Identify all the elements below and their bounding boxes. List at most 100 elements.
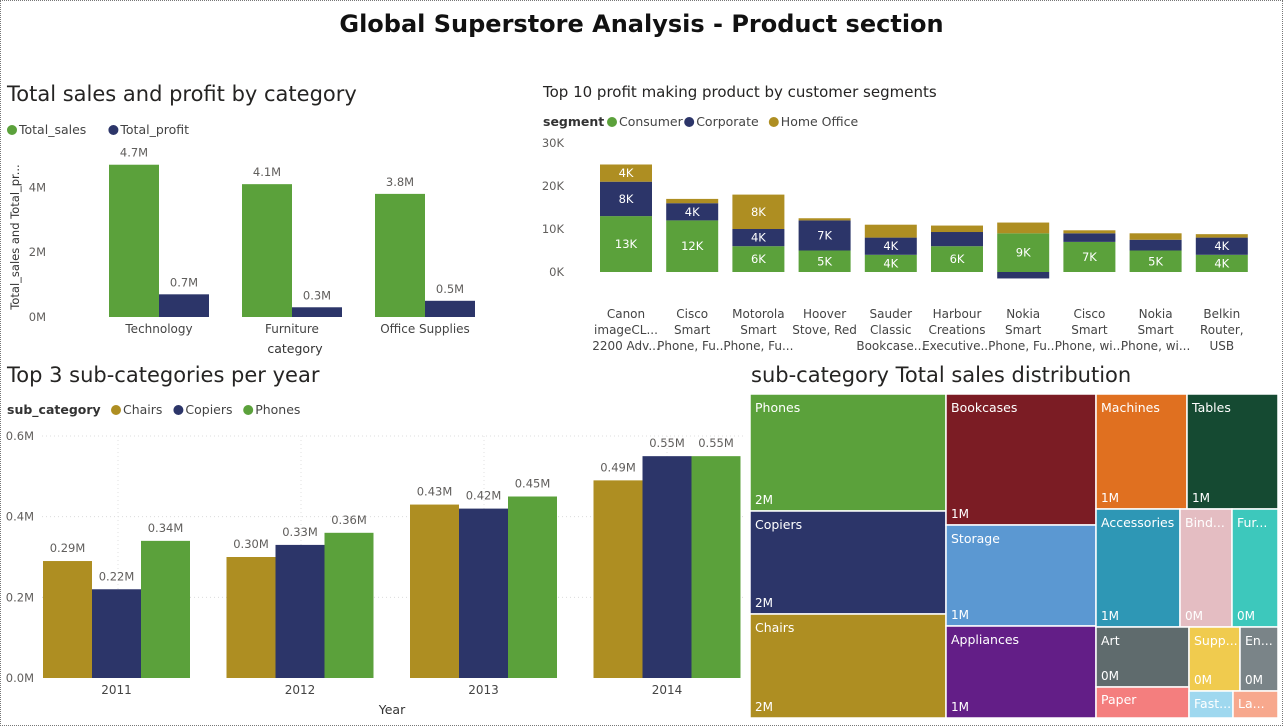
y-tick-label: 20K bbox=[542, 179, 565, 193]
data-label: 0.29M bbox=[50, 541, 86, 555]
y-tick-label: 0.0M bbox=[6, 671, 34, 685]
stacked-bar-segment bbox=[1129, 250, 1182, 272]
treemap-tile-label: En... bbox=[1245, 633, 1273, 648]
bar bbox=[242, 184, 292, 317]
bar bbox=[459, 508, 508, 678]
data-label: 0.34M bbox=[148, 521, 184, 535]
y-tick-label: 2M bbox=[29, 245, 46, 259]
x-tick-label: Phone, Fu... bbox=[723, 339, 793, 353]
data-label: 0.45M bbox=[515, 477, 551, 491]
y-tick-label: 0.4M bbox=[6, 510, 34, 524]
data-label: 4K bbox=[883, 239, 898, 253]
x-axis-label: category bbox=[267, 341, 323, 356]
stacked-bar-segment bbox=[600, 181, 652, 217]
y-tick-label: 30K bbox=[542, 136, 565, 150]
stacked-bar-segment bbox=[931, 246, 983, 272]
treemap-tile bbox=[749, 613, 947, 719]
treemap-tile bbox=[1179, 508, 1233, 628]
data-label: 0.55M bbox=[698, 436, 734, 450]
bar bbox=[593, 480, 643, 678]
treemap-tile-value: 0M bbox=[1101, 669, 1119, 683]
data-label: 0.49M bbox=[600, 460, 636, 474]
top3-chart[interactable]: sub_category Chairs Copiers Phones 0.0M 0.2M 0… bbox=[0, 392, 750, 722]
data-label: 8K bbox=[619, 192, 634, 206]
treemap-tile-label: La... bbox=[1238, 696, 1265, 711]
x-tick-label: Smart bbox=[674, 323, 711, 337]
data-label: 6K bbox=[751, 252, 766, 266]
y-axis-label: Total_sales and Total_pr... bbox=[8, 164, 22, 310]
bar bbox=[508, 496, 557, 678]
x-tick-label: Executive... bbox=[922, 339, 992, 353]
stacked-bar-segment bbox=[1063, 230, 1116, 234]
x-tick-label: Smart bbox=[1005, 323, 1042, 337]
data-label: 0.33M bbox=[282, 525, 318, 539]
treemap-tile-label: Art bbox=[1101, 633, 1120, 648]
stacked-bar-segment bbox=[798, 220, 851, 251]
treemap-tile-label: Fur... bbox=[1237, 515, 1267, 530]
data-label: 4K bbox=[751, 231, 766, 245]
stacked-bar-segment bbox=[1195, 254, 1248, 272]
sales-profit-chart[interactable]: Total_sales Total_profit 0M 2M 4M Total_sales… bbox=[0, 110, 520, 390]
treemap-tile-value: 2M bbox=[755, 700, 773, 714]
treemap-tile-label: Tables bbox=[1191, 400, 1231, 415]
treemap-tile-label: Fast... bbox=[1194, 696, 1231, 711]
data-label: 0.5M bbox=[436, 282, 464, 296]
x-tick-label: 2012 bbox=[285, 683, 316, 697]
stacked-bar-segment bbox=[997, 222, 1050, 234]
top3-title: Top 3 sub-categories per year bbox=[7, 363, 320, 387]
legend-item: Corporate bbox=[696, 114, 759, 129]
treemap-tile-label: Storage bbox=[951, 531, 1000, 546]
data-label: 7K bbox=[1082, 250, 1097, 264]
data-label: 0.3M bbox=[303, 288, 331, 302]
data-label: 4K bbox=[1214, 239, 1229, 253]
stacked-bar-segment bbox=[732, 246, 785, 272]
legend-marker bbox=[768, 117, 779, 127]
treemap-tile-label: Chairs bbox=[755, 620, 794, 635]
x-tick-label: Classic bbox=[870, 323, 912, 337]
x-tick-label: Sauder bbox=[870, 307, 913, 321]
data-label: 0.55M bbox=[649, 436, 685, 450]
treemap-chart[interactable]: Phones 2M Copiers 2M Chairs 2M Bookcases 1M Stor… bbox=[749, 393, 1279, 719]
treemap-tile bbox=[1095, 626, 1190, 688]
stacked-bar-segment bbox=[997, 272, 1050, 279]
treemap-tile bbox=[1095, 393, 1188, 510]
data-label: 13K bbox=[615, 237, 638, 251]
treemap-tile bbox=[749, 393, 947, 512]
x-tick-label: Phone, wi... bbox=[1055, 339, 1124, 353]
x-tick-label: Router, bbox=[1200, 323, 1244, 337]
top10-chart[interactable]: segment Consumer Corporate Home Office 0K 10K… bbox=[530, 110, 1270, 360]
stacked-bar-segment bbox=[931, 232, 983, 247]
y-tick-label: 0M bbox=[29, 310, 46, 324]
stacked-bar-segment bbox=[864, 237, 917, 255]
legend-item: Chairs bbox=[123, 402, 162, 417]
treemap-tile-label: Accessories bbox=[1101, 515, 1174, 530]
data-label: 4K bbox=[883, 256, 898, 270]
bar bbox=[642, 456, 692, 678]
data-label: 0.7M bbox=[170, 275, 198, 289]
y-tick-label: 0.2M bbox=[6, 590, 34, 604]
x-tick-label: Smart bbox=[1137, 323, 1174, 337]
treemap-tile-label: Bind... bbox=[1185, 515, 1225, 530]
x-tick-label: 2014 bbox=[652, 683, 683, 697]
bar bbox=[109, 164, 159, 317]
y-tick-label: 0.6M bbox=[6, 429, 34, 443]
x-tick-label: USB bbox=[1209, 339, 1234, 353]
data-label: 0.43M bbox=[417, 485, 453, 499]
x-tick-label: Motorola bbox=[732, 307, 784, 321]
treemap-tile-label: Machines bbox=[1101, 400, 1160, 415]
treemap-tile-label: Appliances bbox=[951, 632, 1019, 647]
bar bbox=[141, 540, 190, 678]
x-tick-label: Smart bbox=[740, 323, 777, 337]
x-tick-label: 2200 Adv... bbox=[592, 339, 660, 353]
treemap-title: sub-category Total sales distribution bbox=[751, 363, 1132, 387]
legend-marker bbox=[111, 405, 121, 415]
treemap-tile-value: 1M bbox=[951, 507, 969, 521]
stacked-bar-segment bbox=[732, 229, 785, 247]
data-label: 4K bbox=[685, 205, 700, 219]
treemap-tile-label: Copiers bbox=[755, 517, 802, 532]
y-tick-label: 0K bbox=[549, 265, 564, 279]
legend-item: Copiers bbox=[185, 402, 232, 417]
bar bbox=[226, 557, 276, 678]
legend-marker bbox=[173, 405, 184, 415]
legend-marker bbox=[108, 125, 119, 135]
